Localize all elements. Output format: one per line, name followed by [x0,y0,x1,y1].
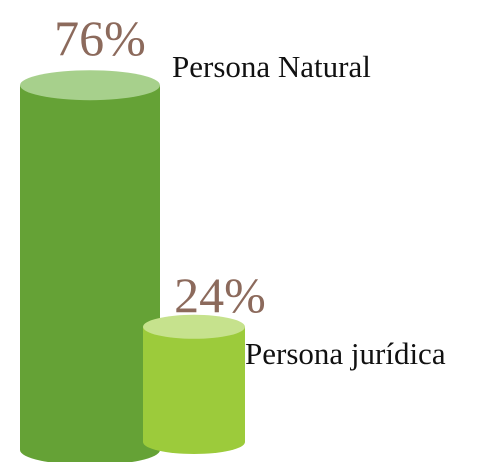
category-label: Persona jurídica [245,336,446,371]
value-label: 76% [54,10,146,66]
value-label: 24% [174,267,266,323]
cylinder-body [143,326,245,454]
cylinder-top [20,70,160,101]
category-label: Persona Natural [172,49,371,84]
cylinder-body [20,85,160,462]
cylinder-top [143,314,245,339]
